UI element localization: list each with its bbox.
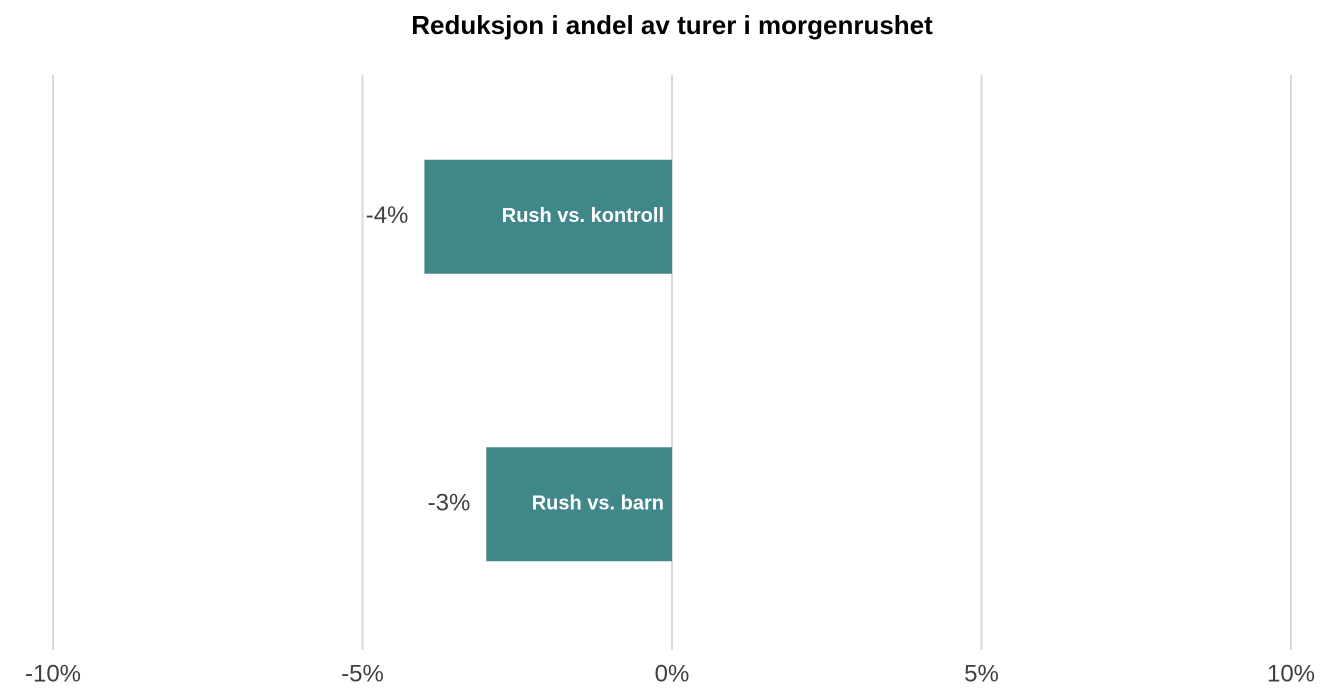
value-label: -4%: [366, 202, 409, 229]
category-label: Rush vs. barn: [532, 493, 664, 515]
x-tick-label: -5%: [341, 660, 384, 687]
x-tick-label: 5%: [964, 660, 999, 687]
bar: [486, 447, 672, 562]
x-tick-label: 0%: [655, 660, 690, 687]
bar: [424, 159, 672, 274]
chart-title: Reduksjon i andel av turer i morgenrushe…: [411, 10, 933, 40]
category-label: Rush vs. kontroll: [502, 205, 664, 227]
x-tick-label: -10%: [25, 660, 81, 687]
x-tick-label: 10%: [1267, 660, 1315, 687]
value-label: -3%: [428, 490, 471, 517]
